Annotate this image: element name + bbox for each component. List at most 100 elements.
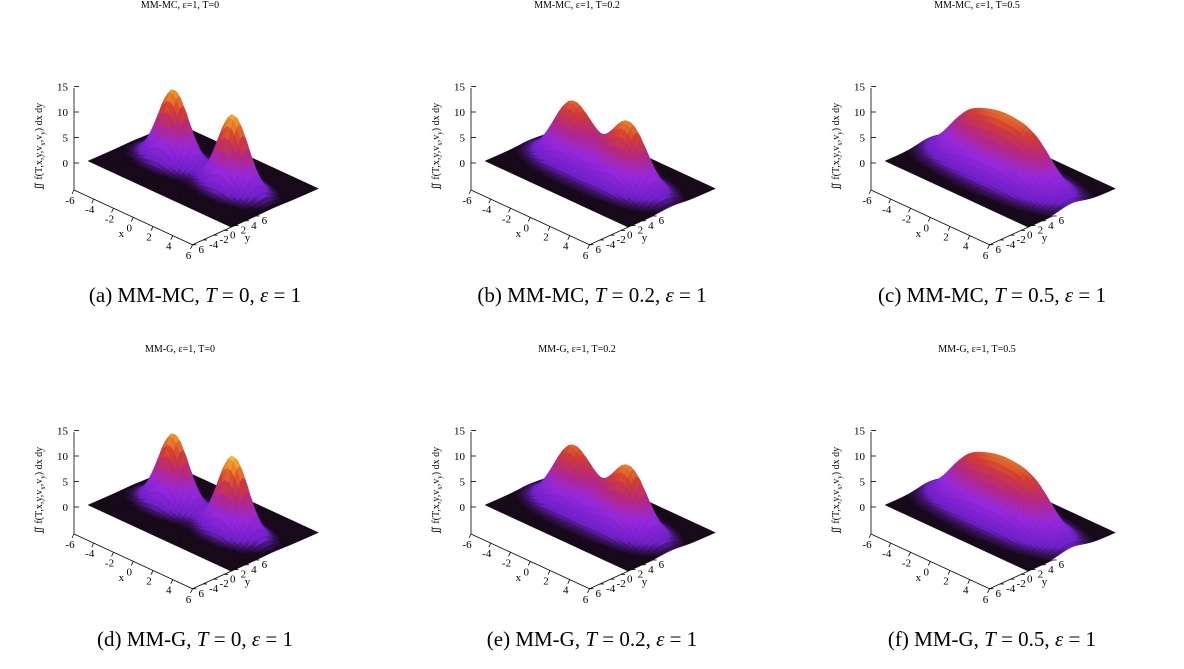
x-tick-label: -2 — [502, 213, 511, 225]
y-tick-label: 4 — [1048, 564, 1054, 576]
x-tick-label: 0 — [924, 222, 930, 234]
z-tick-label: 0 — [63, 502, 69, 514]
z-tick-label: 10 — [57, 451, 69, 463]
x-tick-label: 2 — [943, 576, 949, 588]
x-tick — [568, 236, 570, 240]
y-tick-label: 6 — [262, 215, 268, 227]
x-tick — [909, 208, 911, 212]
z-tick-label: 10 — [854, 107, 866, 119]
x-tick — [869, 190, 871, 194]
x-tick-label: -2 — [502, 557, 511, 569]
y-tick-label: 0 — [627, 229, 633, 241]
surface — [885, 108, 1115, 227]
z-tick-label: 0 — [63, 158, 69, 170]
z-tick-label: 0 — [860, 502, 866, 514]
x-tick — [489, 199, 491, 203]
x-tick-label: -6 — [462, 539, 472, 551]
x-tick — [469, 534, 471, 538]
x-tick-label: 4 — [963, 585, 969, 597]
x-tick-label: 4 — [166, 585, 172, 597]
x-tick-label: 4 — [563, 241, 569, 253]
surface — [88, 434, 318, 571]
x-tick — [131, 217, 133, 221]
x-tick — [988, 245, 990, 249]
x-tick-label: -6 — [862, 195, 872, 207]
z-tick-label: 10 — [854, 451, 866, 463]
x-axis-label: x — [916, 228, 922, 240]
x-tick-label: 4 — [563, 585, 569, 597]
y-tick-label: 4 — [1048, 220, 1054, 232]
z-tick-label: 10 — [57, 107, 69, 119]
y-tick-label: 0 — [230, 573, 236, 585]
y-tick-label: -4 — [1006, 583, 1016, 595]
x-tick-label: 0 — [924, 566, 930, 578]
subfigure-caption: (d) MM-G, T = 0, ε = 1 — [0, 627, 390, 652]
x-tick-label: 0 — [524, 566, 530, 578]
z-axis-label: ∬ f(T,x,y,vx,vy) dx dy — [831, 447, 844, 534]
x-tick — [588, 589, 590, 593]
x-tick — [968, 580, 970, 584]
x-tick-label: -2 — [105, 557, 114, 569]
z-tick-label: 15 — [57, 82, 69, 94]
x-tick — [151, 227, 153, 231]
z-tick-label: 15 — [57, 426, 69, 438]
x-tick — [72, 534, 74, 538]
x-tick-label: -4 — [882, 548, 892, 560]
z-axis-label: ∬ f(T,x,y,vx,vy) dx dy — [34, 103, 47, 190]
x-tick — [528, 217, 530, 221]
x-tick — [909, 552, 911, 556]
z-axis-label: ∬ f(T,x,y,vx,vy) dx dy — [34, 447, 47, 534]
y-axis-label: y — [1042, 576, 1048, 588]
x-tick-label: 6 — [983, 250, 989, 260]
z-axis-label: ∬ f(T,x,y,vx,vy) dx dy — [431, 447, 444, 534]
y-axis-label: y — [245, 576, 251, 588]
z-axis-label: ∬ f(T,x,y,vx,vy) dx dy — [431, 103, 444, 190]
x-tick — [928, 217, 930, 221]
x-tick-label: 4 — [963, 241, 969, 253]
x-tick-label: -4 — [482, 204, 492, 216]
y-tick-label: -4 — [606, 583, 616, 595]
x-tick-label: 0 — [127, 222, 133, 234]
x-axis-label: x — [119, 228, 125, 240]
x-tick-label: 2 — [146, 576, 152, 588]
x-tick — [171, 236, 173, 240]
surface — [885, 452, 1115, 571]
y-tick-label: -2 — [617, 578, 626, 590]
z-tick-label: 0 — [460, 502, 466, 514]
z-tick-label: 5 — [460, 133, 466, 145]
x-tick — [112, 208, 114, 212]
x-tick-label: 2 — [146, 232, 152, 244]
x-tick — [509, 552, 511, 556]
x-tick — [72, 190, 74, 194]
y-tick-label: -2 — [1017, 578, 1026, 590]
x-tick — [968, 236, 970, 240]
subfigure-caption: (b) MM-MC, T = 0.2, ε = 1 — [397, 283, 787, 308]
y-tick-label: 4 — [251, 220, 257, 232]
x-tick — [948, 227, 950, 231]
x-tick-label: 2 — [543, 576, 549, 588]
z-tick-label: 5 — [460, 477, 466, 489]
y-tick-label: 6 — [1059, 559, 1065, 571]
x-tick-label: -2 — [902, 557, 911, 569]
x-tick-label: 6 — [583, 250, 589, 260]
subfigure-caption: (c) MM-MC, T = 0.5, ε = 1 — [797, 283, 1184, 308]
x-tick — [92, 199, 94, 203]
z-tick-label: 15 — [854, 82, 866, 94]
x-tick — [889, 543, 891, 547]
z-tick-label: 0 — [460, 158, 466, 170]
z-tick-label: 10 — [454, 451, 466, 463]
z-tick-label: 15 — [854, 426, 866, 438]
x-axis-label: x — [516, 228, 522, 240]
x-tick — [889, 199, 891, 203]
y-axis-label: y — [245, 232, 251, 244]
y-tick-label: 0 — [1027, 229, 1033, 241]
x-tick — [528, 561, 530, 565]
y-axis-label: y — [642, 232, 648, 244]
y-tick-label: 6 — [659, 559, 665, 571]
x-axis-label: x — [119, 572, 125, 584]
z-tick-label: 5 — [63, 477, 69, 489]
